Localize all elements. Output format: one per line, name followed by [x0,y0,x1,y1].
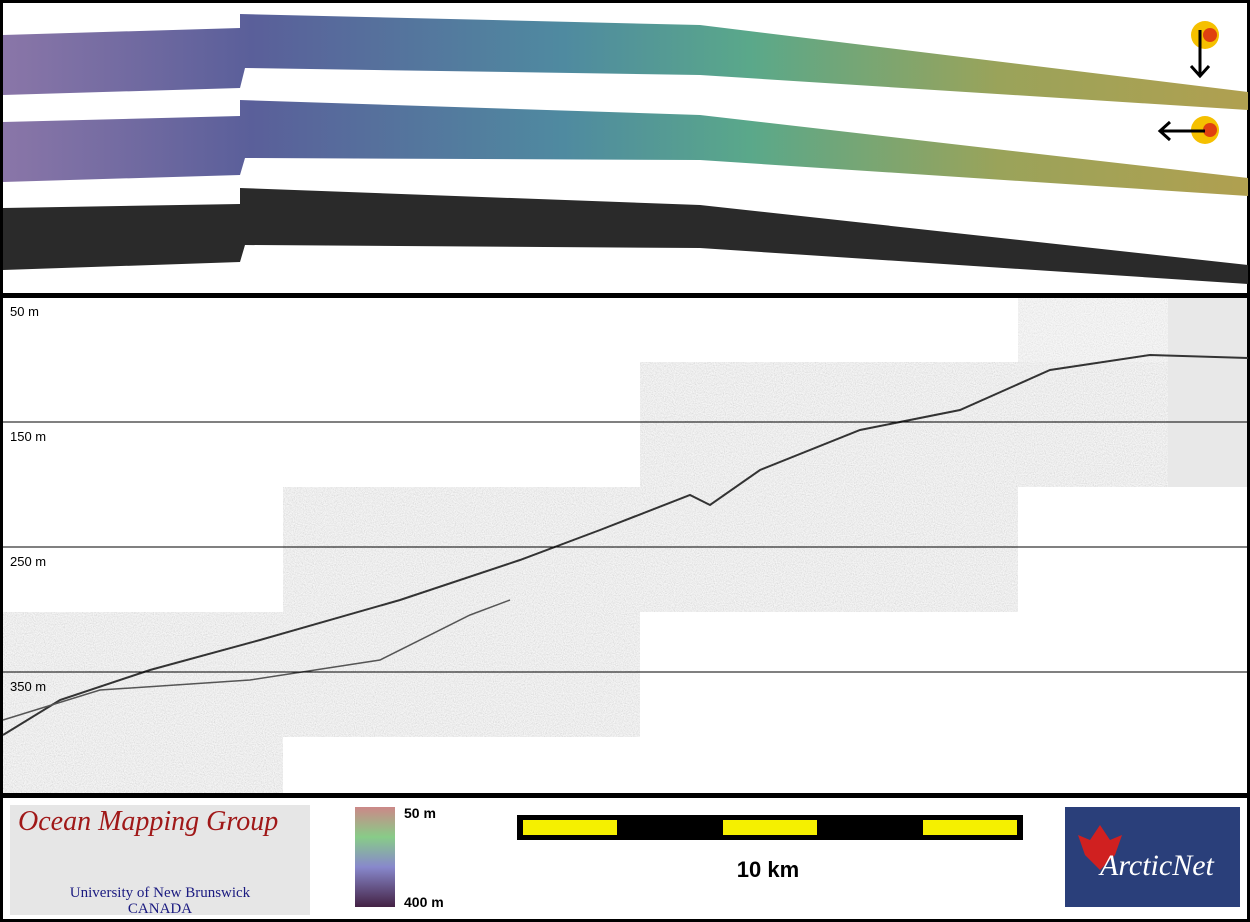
scale-label: 10 km [737,857,799,882]
logo-line: CANADA [128,901,192,917]
subbottom-reflector [2,599,511,721]
depth-label: 50 m [10,304,39,319]
swath-strip [3,14,1248,110]
depth-label: 350 m [10,679,46,694]
depth-label: 250 m [10,554,46,569]
colorbar-label: 50 m [404,805,436,821]
depth-label: 150 m [10,429,46,444]
depth-lines [3,421,1247,673]
scale-bar [517,815,1023,840]
colorbar-label: 400 m [404,894,444,910]
subbottom-blocks [3,298,1247,793]
logo-title: Ocean Mapping Group [18,806,278,837]
colorbar [355,807,395,907]
logo-line: University of New Brunswick [70,885,251,901]
seabed-reflector [2,353,1249,736]
maple-leaf [1078,825,1122,870]
sun-icons [1157,21,1219,144]
omg-logo-bg [10,805,310,915]
swath-strip [3,100,1248,196]
partner-logo: ArcticNet [1098,849,1215,882]
backscatter-strip [3,188,1248,284]
